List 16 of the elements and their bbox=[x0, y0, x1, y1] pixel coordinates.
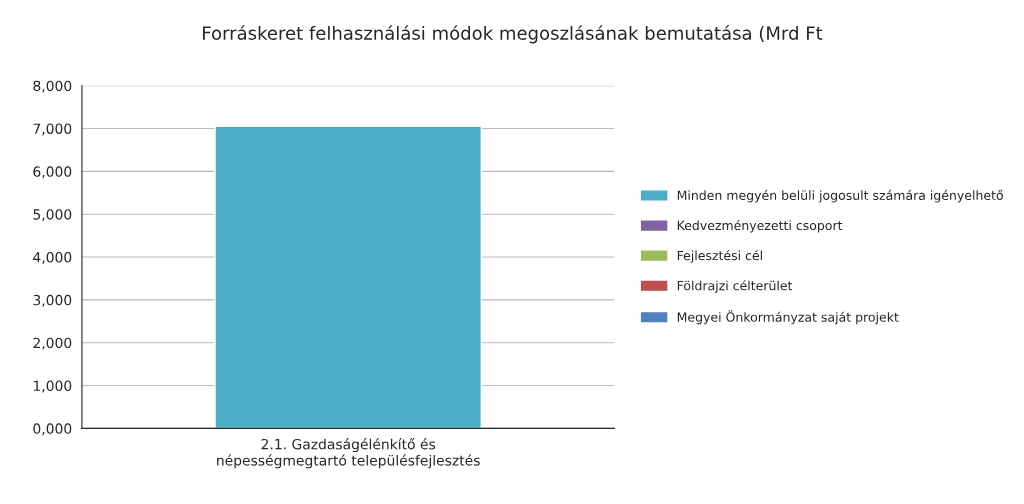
legend-label: Földrajzi célterület bbox=[677, 280, 793, 293]
y-tick-label: 8,000 bbox=[33, 80, 72, 93]
y-tick-label: 2,000 bbox=[33, 337, 72, 350]
chart-title: Forráskeret felhasználási módok megoszlásának bemutatása (Mrd Ft bbox=[203, 25, 823, 44]
legend-label: Minden megyén belüli jogosult számára igényelhető bbox=[677, 189, 1003, 203]
y-tick-label: 3,000 bbox=[33, 294, 72, 307]
legend-label: Megyei Önkormányzat saját projekt bbox=[677, 310, 899, 325]
legend-label: Fejlesztési cél bbox=[677, 250, 762, 263]
y-tick-label: 0,000 bbox=[33, 423, 72, 436]
y-tick-label: 1,000 bbox=[33, 380, 72, 393]
legend-label: Kedvezményezetti csoport bbox=[677, 219, 843, 233]
y-tick-label: 6,000 bbox=[33, 166, 72, 179]
y-tick-label: 4,000 bbox=[33, 252, 72, 264]
x-tick-label: 2.1. Gazdaságélénkítő és népességmegtartó településfejlesztés bbox=[217, 438, 480, 469]
y-tick-label: 5,000 bbox=[33, 209, 72, 222]
y-tick-label: 7,000 bbox=[33, 123, 72, 136]
